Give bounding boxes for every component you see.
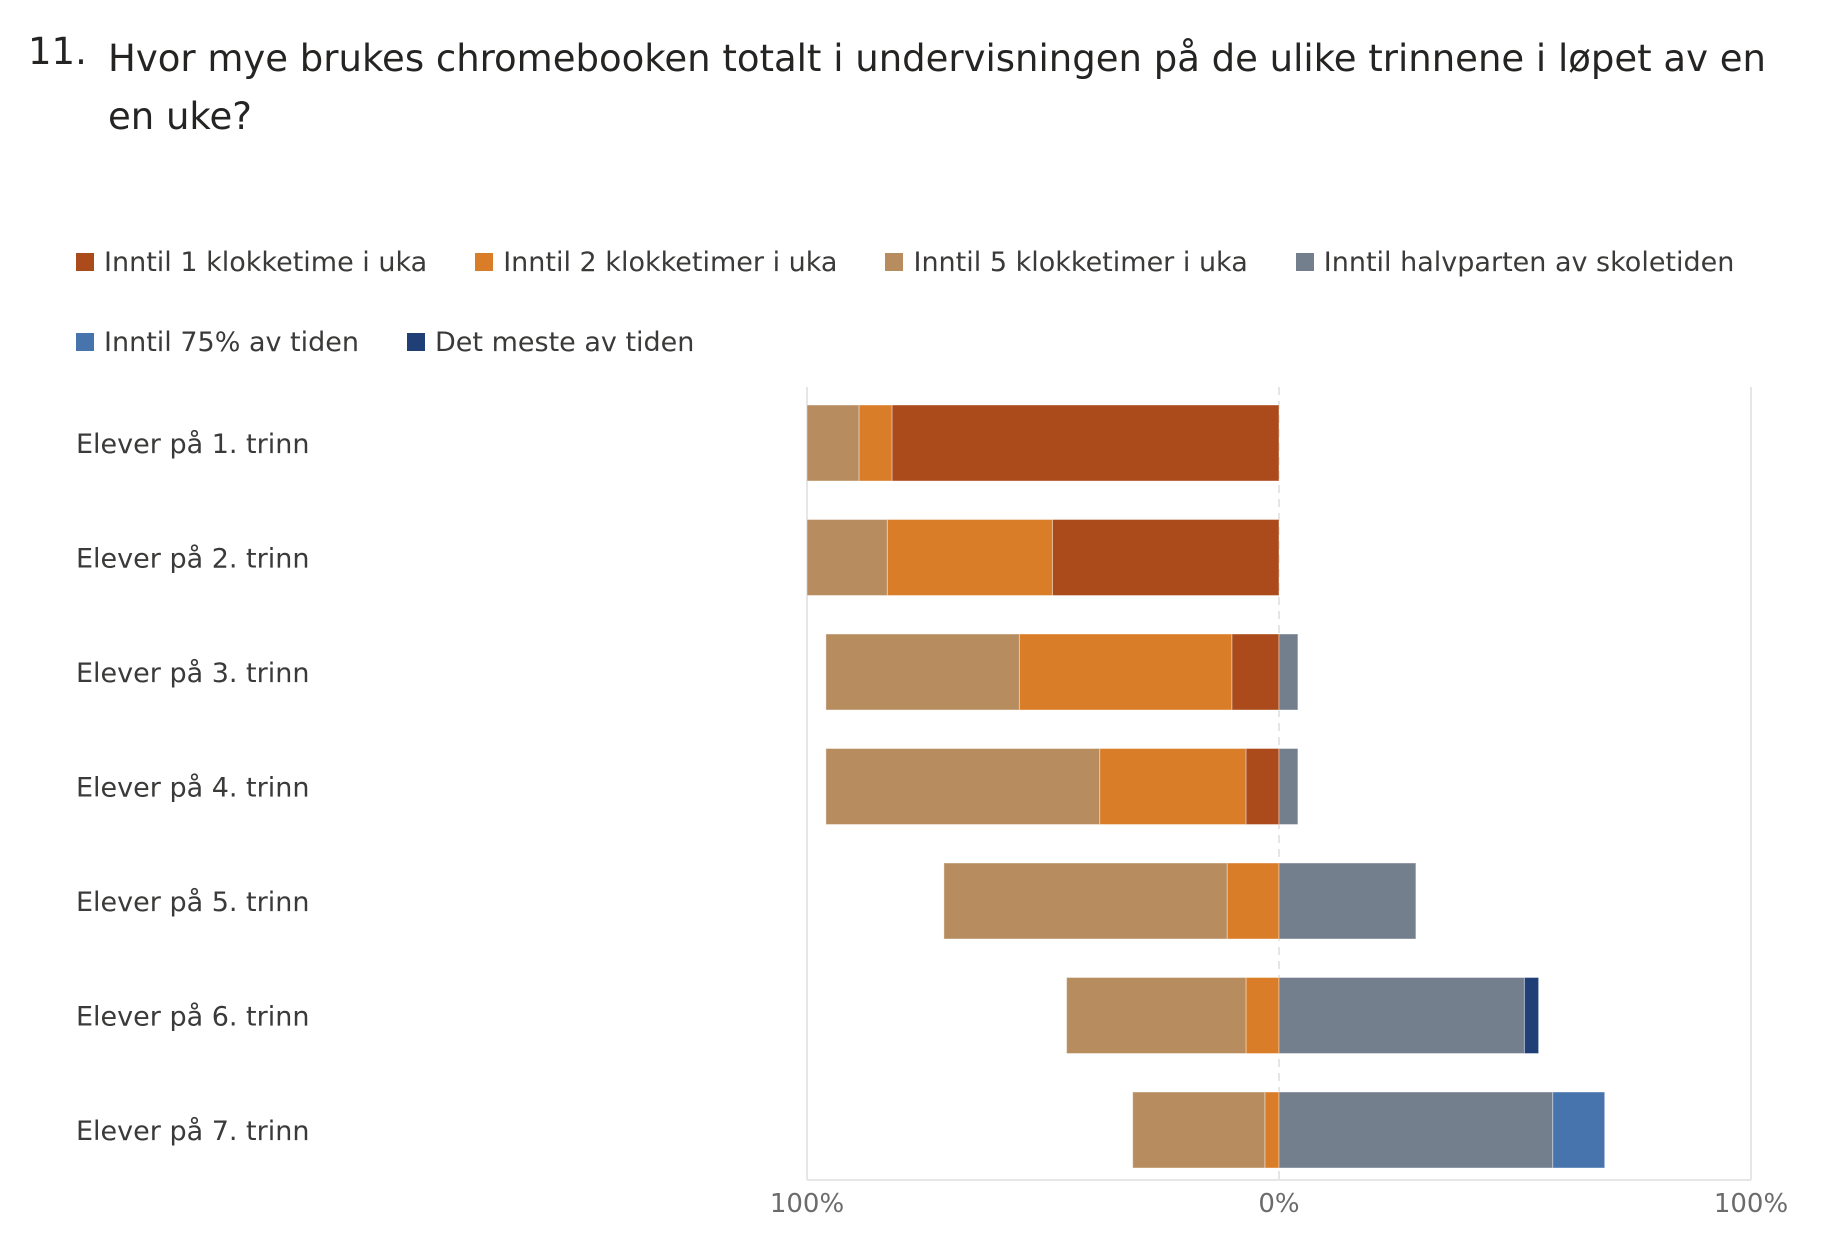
category-label: Elever på 4. trinn bbox=[76, 773, 309, 804]
bar-segment bbox=[1523, 977, 1540, 1054]
legend-item[interactable]: Inntil 75% av tiden bbox=[76, 324, 359, 360]
chart-legend: Inntil 1 klokketime i uka Inntil 2 klokke… bbox=[76, 244, 1776, 360]
category-label: Elever på 1. trinn bbox=[76, 429, 309, 460]
bar-segment bbox=[1278, 862, 1417, 940]
bar-segment bbox=[1231, 633, 1280, 711]
legend-item[interactable]: Det meste av tiden bbox=[407, 324, 694, 360]
bar-segment bbox=[1132, 1091, 1266, 1169]
legend-swatch bbox=[407, 333, 426, 351]
bar-segment bbox=[806, 519, 888, 596]
bar-segment bbox=[1226, 862, 1280, 940]
legend-item[interactable]: Inntil 2 klokketimer i uka bbox=[475, 244, 837, 280]
legend-label: Inntil 1 klokketime i uka bbox=[104, 246, 428, 278]
category-label: Elever på 2. trinn bbox=[76, 544, 309, 575]
bar-segment bbox=[1018, 633, 1233, 711]
legend-item[interactable]: Inntil 1 klokketime i uka bbox=[76, 244, 427, 280]
legend-swatch bbox=[76, 333, 94, 351]
x-tick-label: 100% bbox=[770, 1189, 844, 1219]
legend-swatch bbox=[1295, 253, 1314, 271]
bar-segment bbox=[1278, 633, 1299, 711]
bar-segment bbox=[1278, 977, 1525, 1054]
question-number: 11. bbox=[28, 30, 87, 73]
category-label: Elever på 3. trinn bbox=[76, 658, 309, 689]
legend-label: Inntil 75% av tiden bbox=[104, 326, 360, 358]
legend-item[interactable]: Inntil 5 klokketimer i uka bbox=[885, 244, 1248, 280]
category-label: Elever på 7. trinn bbox=[76, 1116, 309, 1147]
bar-segment bbox=[825, 633, 1020, 711]
question-title: Hvor mye brukes chromebooken totalt i un… bbox=[108, 37, 1766, 138]
bar-segment bbox=[891, 404, 1280, 482]
bar-segment bbox=[1278, 748, 1299, 825]
bar-segment bbox=[1245, 977, 1280, 1054]
legend-swatch bbox=[76, 253, 94, 271]
bar-segment bbox=[1245, 748, 1280, 825]
category-label: Elever på 6. trinn bbox=[76, 1002, 309, 1033]
bar-segment bbox=[943, 862, 1228, 940]
bar-segment bbox=[1051, 519, 1280, 596]
bar-segment bbox=[886, 519, 1053, 596]
legend-item[interactable]: Inntil halvparten av skoletiden bbox=[1295, 244, 1735, 280]
bar-segment bbox=[1264, 1091, 1280, 1169]
bar-segment bbox=[825, 748, 1101, 825]
legend-label: Inntil 5 klokketimer i uka bbox=[913, 246, 1248, 278]
x-tick-label: 100% bbox=[1714, 1189, 1788, 1219]
bar-segment bbox=[858, 404, 893, 482]
legend-label: Inntil halvparten av skoletiden bbox=[1323, 246, 1735, 278]
x-tick-label: 0% bbox=[1258, 1189, 1299, 1219]
bar-segment bbox=[806, 404, 860, 482]
legend-label: Inntil 2 klokketimer i uka bbox=[503, 246, 838, 278]
category-label: Elever på 5. trinn bbox=[76, 887, 309, 918]
legend-swatch bbox=[475, 253, 494, 271]
bar-segment bbox=[1066, 977, 1247, 1054]
legend-label: Det meste av tiden bbox=[435, 326, 695, 358]
bar-segment bbox=[1552, 1091, 1606, 1169]
bar-segment bbox=[1278, 1091, 1554, 1169]
bar-segment bbox=[1099, 748, 1247, 825]
legend-swatch bbox=[885, 253, 904, 271]
